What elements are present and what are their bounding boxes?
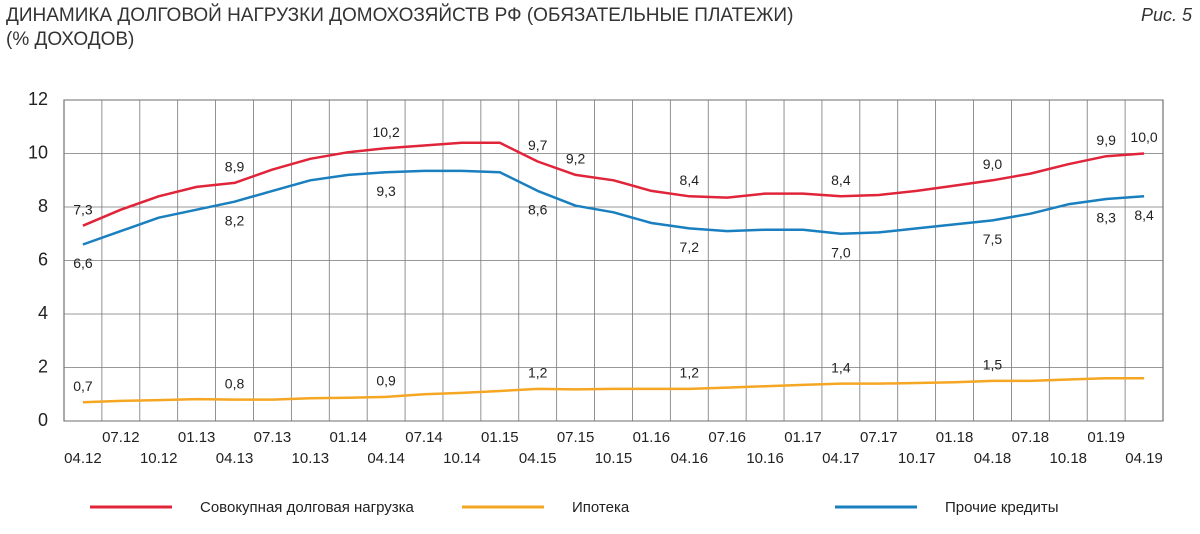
value-label: 8,6 [528, 202, 548, 218]
x-tick-label: 07.15 [557, 429, 595, 446]
y-tick-label: 8 [38, 196, 48, 216]
x-tick-label: 07.16 [708, 429, 746, 446]
x-tick-label: 04.17 [822, 450, 860, 467]
x-tick-label: 07.12 [102, 429, 140, 446]
value-label: 1,2 [528, 365, 548, 381]
x-tick-label: 07.14 [405, 429, 443, 446]
x-tick-label: 07.13 [254, 429, 292, 446]
line [82, 141, 1145, 227]
x-tick-label: 01.15 [481, 429, 519, 446]
y-tick-label: 4 [38, 303, 48, 323]
value-label: 8,4 [680, 172, 700, 188]
value-label: 7,0 [831, 244, 851, 260]
x-tick-label: 07.18 [1012, 429, 1050, 446]
value-label: 1,5 [983, 357, 1003, 373]
chart-subtitle: (% ДОХОДОВ) [6, 29, 134, 50]
value-label: 8,9 [225, 159, 245, 175]
value-label: 0,8 [225, 375, 245, 391]
line [82, 376, 1145, 404]
line [82, 169, 1145, 246]
x-tick-label: 04.16 [671, 450, 709, 467]
y-tick-label: 6 [38, 249, 48, 269]
value-label: 8,3 [1096, 210, 1116, 226]
x-tick-label: 01.17 [784, 429, 822, 446]
x-tick-label: 04.19 [1125, 450, 1163, 467]
value-label: 7,5 [983, 231, 1003, 247]
x-tick-label: 10.14 [443, 450, 481, 467]
x-tick-label: 01.13 [178, 429, 216, 446]
legend-label: Ипотека [572, 499, 630, 516]
figure-label: Рис. 5 [1141, 5, 1193, 25]
value-label: 0,9 [376, 373, 396, 389]
legend-label: Прочие кредиты [945, 499, 1059, 516]
x-tick-label: 10.18 [1049, 450, 1087, 467]
x-tick-label: 01.14 [329, 429, 367, 446]
x-tick-label: 04.18 [974, 450, 1012, 467]
value-label: 1,4 [831, 359, 851, 375]
value-label: 10,2 [372, 124, 399, 140]
value-label: 8,4 [1134, 207, 1154, 223]
legend-label: Совокупная долговая нагрузка [200, 499, 415, 516]
x-tick-label: 07.17 [860, 429, 898, 446]
value-label: 1,2 [680, 365, 700, 381]
value-label: 6,6 [73, 255, 93, 271]
value-label: 9,9 [1096, 132, 1116, 148]
x-tick-label: 10.16 [746, 450, 784, 467]
x-tick-label: 01.16 [633, 429, 671, 446]
x-tick-label: 01.18 [936, 429, 974, 446]
x-tick-label: 10.13 [292, 450, 330, 467]
value-label: 0,7 [73, 378, 93, 394]
value-label: 8,4 [831, 172, 851, 188]
value-label: 7,3 [73, 201, 93, 217]
y-tick-label: 10 [28, 142, 48, 162]
value-label: 9,3 [376, 183, 396, 199]
y-tick-label: 0 [38, 410, 48, 430]
x-tick-label: 04.15 [519, 450, 557, 467]
value-label: 8,2 [225, 212, 245, 228]
value-label: 7,2 [680, 239, 700, 255]
chart-title: ДИНАМИКА ДОЛГОВОЙ НАГРУЗКИ ДОМОХОЗЯЙСТВ … [6, 4, 793, 26]
x-tick-label: 10.15 [595, 450, 633, 467]
value-label: 9,7 [528, 137, 548, 153]
value-label: 9,2 [566, 151, 586, 167]
x-tick-label: 04.14 [367, 450, 405, 467]
x-tick-label: 10.12 [140, 450, 178, 467]
x-tick-label: 10.17 [898, 450, 936, 467]
x-tick-label: 01.19 [1087, 429, 1125, 446]
x-tick-label: 04.13 [216, 450, 254, 467]
y-tick-label: 12 [28, 89, 48, 109]
y-tick-label: 2 [38, 356, 48, 376]
x-tick-label: 04.12 [64, 450, 102, 467]
value-label: 9,0 [983, 156, 1003, 172]
value-label: 10,0 [1130, 129, 1157, 145]
